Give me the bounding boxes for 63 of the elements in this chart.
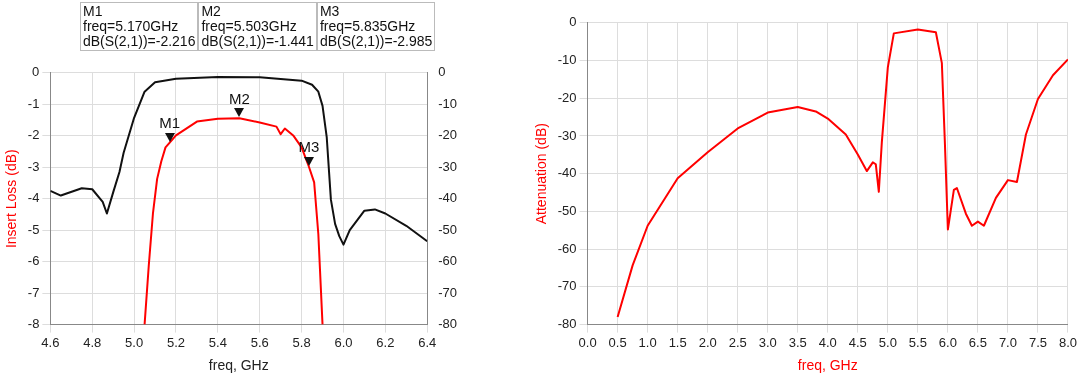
x-tick-label: 4.0: [818, 334, 837, 350]
y-axis-title: Insert Loss (dB): [3, 149, 20, 249]
y-tick-label: -40: [557, 165, 577, 181]
y2-tick-label: -30: [438, 158, 458, 174]
x-tick-label: 3.5: [788, 334, 807, 350]
y-tick-label: -3: [27, 158, 40, 174]
text: M1 freq=5.170GHz dB(S(2,1))=-2.216: [80, 2, 199, 51]
y-tick-label: -80: [557, 316, 577, 332]
y2-tick-label: 0: [438, 64, 446, 80]
x-tick-label: 1.5: [668, 334, 687, 350]
y-axis-title: Attenuation (dB): [533, 123, 550, 225]
x-tick-label: 7.5: [1028, 334, 1047, 350]
y-tick-label: -2: [27, 127, 40, 143]
y-tick-label: -10: [557, 52, 577, 68]
x-tick-label: 5.2: [166, 334, 186, 350]
y-tick-label: -30: [557, 127, 577, 143]
y-tick-label: 0: [32, 64, 40, 80]
x-tick-label: 3.0: [758, 334, 777, 350]
y-tick-label: -20: [557, 89, 577, 105]
y2-tick-label: -60: [438, 253, 458, 269]
x-tick-label: 5.0: [125, 334, 144, 350]
y-tick-label: -4: [27, 190, 40, 206]
y-tick-label: -5: [27, 221, 40, 237]
x-tick-label: 6.2: [376, 334, 395, 350]
x-tick-label: 0.0: [578, 334, 597, 350]
y2-tick-label: -40: [438, 190, 458, 206]
y-tick-label: -8: [27, 316, 40, 332]
y2-tick-label: -80: [438, 316, 458, 332]
x-tick-label: 6.0: [938, 334, 957, 350]
x-tick-label: 4.5: [848, 334, 867, 350]
x-tick-label: 4.8: [83, 334, 102, 350]
annotation: M1: [159, 114, 181, 132]
y-tick-label: -70: [557, 278, 577, 294]
x-tick-label: 2.5: [728, 334, 747, 350]
y-tick-label: -6: [27, 253, 40, 269]
x-axis-title: freq, GHz: [797, 357, 858, 374]
x-tick-label: 8.0: [1058, 334, 1077, 350]
y2-tick-label: -50: [438, 221, 458, 237]
x-tick-label: 5.5: [908, 334, 927, 350]
y-tick-label: -60: [557, 240, 577, 256]
y-tick-label: -1: [27, 95, 40, 111]
x-tick-label: 6.5: [968, 334, 987, 350]
text: M2 freq=5.503GHz dB(S(2,1))=-1.441: [198, 2, 317, 51]
x-tick-label: 5.8: [292, 334, 311, 350]
y-tick-label: -7: [27, 284, 40, 300]
x-tick-label: 4.6: [41, 334, 60, 350]
x-tick-label: 7.0: [998, 334, 1017, 350]
y-tick-label: -50: [557, 203, 577, 218]
x-tick-label: 5.4: [208, 334, 227, 350]
y2-tick-label: -70: [438, 284, 458, 300]
x-tick-label: 0.5: [608, 334, 627, 350]
x-tick-label: 6.0: [334, 334, 353, 350]
x-tick-label: 5.0: [878, 334, 897, 350]
y2-tick-label: -10: [438, 95, 458, 111]
y-tick-label: 0: [569, 14, 577, 30]
x-axis-title: freq, GHz: [208, 357, 269, 374]
x-tick-label: 2.0: [698, 334, 717, 350]
x-tick-label: 6.4: [418, 334, 437, 350]
annotation: M2: [228, 89, 250, 107]
x-tick-label: 5.6: [250, 334, 269, 350]
text: M3 freq=5.835GHz dB(S(2,1))=-2.985: [316, 2, 436, 51]
y2-tick-label: -20: [438, 127, 458, 143]
x-tick-label: 1.0: [638, 334, 657, 350]
